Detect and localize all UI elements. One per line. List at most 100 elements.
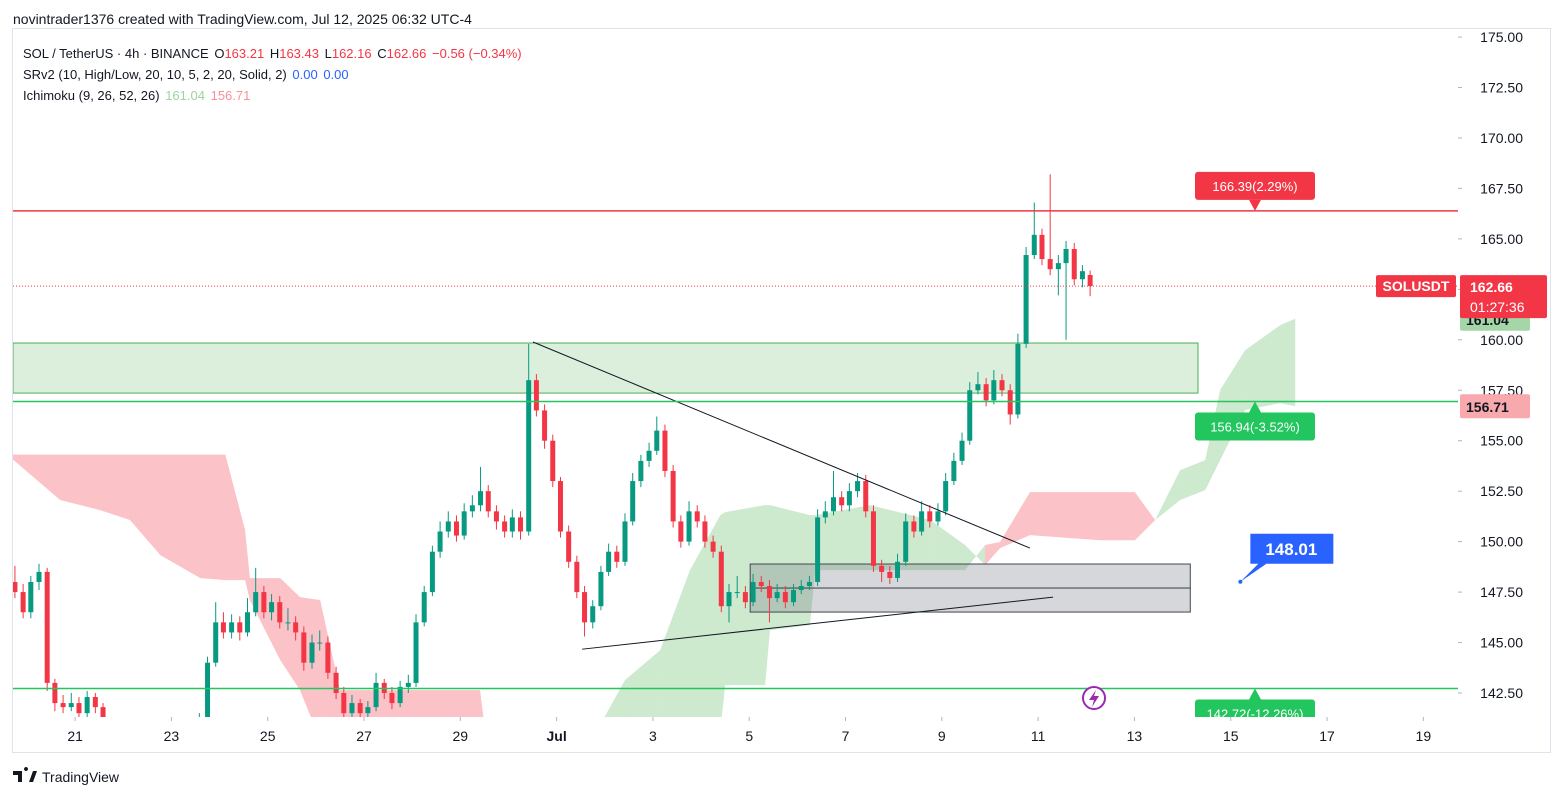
candle-body: [983, 384, 989, 401]
candle-body: [157, 760, 162, 768]
cloud-segment: [604, 680, 625, 717]
legend-line: SRv2 (10, High/Low, 20, 10, 5, 2, 20, So…: [23, 67, 349, 82]
candle-body: [92, 697, 98, 708]
candle-body: [943, 481, 949, 512]
indicator-value: 0.00: [323, 67, 348, 82]
candle-body: [542, 410, 548, 441]
candle-body: [742, 592, 748, 603]
y-tick-label: 172.50: [1480, 80, 1523, 96]
y-tick-label: 175.00: [1480, 29, 1523, 45]
ohlc-label: H: [270, 46, 279, 61]
cloud-segment: [249, 578, 281, 661]
cloud-segment: [245, 530, 250, 601]
candle-body: [349, 703, 355, 714]
candle-body: [614, 551, 620, 562]
cloud-segment: [1245, 325, 1281, 411]
range-box: [749, 587, 1191, 613]
candle-body: [654, 430, 660, 451]
candle-body: [220, 622, 226, 633]
y-tick-label: 167.50: [1480, 180, 1523, 196]
candle-body: [550, 440, 556, 482]
alert-icon: [1082, 686, 1106, 710]
callout-box: [1240, 533, 1334, 582]
symbol-tag: SOLUSDT: [1383, 278, 1450, 294]
level-label-pointer: [1249, 688, 1261, 700]
cloud-segment: [660, 570, 690, 717]
cloud-segment: [1280, 318, 1296, 407]
cloud-segment: [985, 542, 1001, 566]
candle-body: [341, 692, 347, 714]
candle-body: [646, 450, 652, 461]
candle-body: [774, 592, 780, 599]
candle-body: [469, 505, 475, 512]
candle-body: [253, 592, 259, 613]
chart-frame: [12, 28, 1551, 753]
last-price-box: [1460, 275, 1547, 319]
candle-body: [574, 561, 580, 593]
candle-body: [927, 511, 933, 522]
cloud-segment: [480, 690, 484, 717]
level-label-box: [1195, 171, 1315, 200]
cloud-segment: [200, 454, 226, 581]
x-tick-label: 5: [745, 728, 753, 744]
candle-body: [582, 592, 588, 623]
candle-body: [638, 460, 644, 482]
candle-body: [317, 642, 323, 644]
cloud-segment: [1220, 350, 1246, 461]
y-tick-label: 150.00: [1480, 534, 1523, 550]
candle-body: [895, 561, 901, 578]
x-tick-label: 15: [1223, 728, 1239, 744]
cloud-segment: [1180, 460, 1206, 501]
candle-body: [493, 511, 499, 522]
candle-body: [935, 511, 941, 522]
x-tick-label: 29: [453, 728, 469, 744]
candle-body: [237, 622, 243, 633]
y-tick-label: 170.00: [1480, 130, 1523, 146]
cloud-segment: [130, 454, 161, 556]
candle-body: [630, 481, 636, 522]
candle-body: [413, 622, 419, 683]
ohlc-label: O: [214, 46, 224, 61]
cloud-segment: [225, 454, 246, 581]
level-label-box: [1195, 412, 1315, 441]
cloud-segment: [339, 690, 481, 717]
candle-body: [509, 517, 515, 532]
cloud-segment: [13, 454, 61, 501]
candle-body: [879, 565, 885, 572]
y-tick-label: 160.00: [1480, 332, 1523, 348]
candle-body: [1039, 234, 1045, 260]
candle-body: [606, 551, 612, 572]
candle-body: [277, 602, 283, 623]
level-label-pointer: [1249, 401, 1261, 413]
x-tick-label: Jul: [547, 728, 567, 744]
ohlc-label: L: [325, 46, 332, 61]
candle-body: [117, 733, 122, 747]
candle-body: [109, 723, 114, 733]
candle-body: [903, 521, 909, 562]
candle-body: [36, 571, 42, 582]
low-value: 162.16: [332, 46, 372, 61]
candle-body: [44, 571, 50, 683]
candle-body: [1007, 390, 1013, 415]
x-tick-label: 19: [1416, 728, 1432, 744]
candle-body: [590, 606, 596, 623]
candle-body: [84, 697, 90, 714]
candle-body: [1047, 259, 1053, 270]
symbol: SOL / TetherUS · 4h · BINANCE: [23, 46, 209, 61]
candle-body: [60, 703, 66, 708]
cloud-segment: [60, 454, 101, 511]
candle-body: [133, 754, 138, 764]
candle-body: [951, 460, 957, 482]
candle-body: [670, 470, 676, 522]
candle-body: [1015, 343, 1021, 415]
y-tick-label: 165.00: [1480, 231, 1523, 247]
callout-label: 148.01: [1265, 540, 1317, 559]
candle-body: [189, 733, 194, 743]
candle-body: [478, 491, 484, 506]
candle-body: [830, 497, 836, 512]
candle-body: [855, 481, 861, 492]
candle-body: [244, 612, 250, 633]
candle-body: [734, 592, 740, 594]
ohlc-label: C: [377, 46, 386, 61]
